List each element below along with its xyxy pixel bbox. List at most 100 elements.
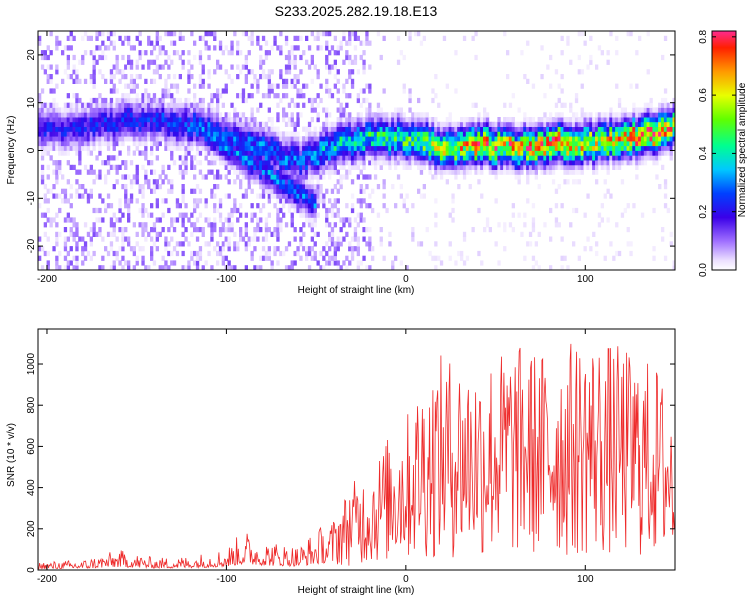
spectrogram-cell [161,179,165,185]
spectrogram-cell [264,188,269,194]
spectrogram-cell [43,136,47,142]
spectrogram-cell [672,265,675,270]
spectrogram-cell [135,93,139,99]
spectrogram-cell [474,126,478,132]
spectrogram-cell [43,145,47,151]
spectrogram-cell [40,117,45,123]
spectrogram-cell [164,198,168,204]
spectrogram-cell [86,145,91,151]
spectrogram-cell [198,74,203,80]
spectrogram-cell [290,193,294,199]
spectrogram-cell [118,207,122,214]
spectrogram-cell [396,112,401,118]
spectrogram-cell [655,126,659,132]
spectrogram-cell [396,155,401,161]
spectrogram-cell [471,121,475,127]
spectrogram-cell [161,131,165,137]
spectrogram-cell [264,250,269,257]
spectrogram-cell [201,121,205,127]
spectrogram-cell [127,150,131,156]
spectrogram-cell [626,227,630,233]
spectrogram-cell [273,179,277,185]
spectrogram-cell [655,117,659,123]
spectrogram-cell [181,169,185,175]
spectrogram-cell [144,150,148,156]
spectrogram-cell [270,83,274,89]
spectrogram-cell [106,121,111,127]
spectrogram-cell [580,117,584,123]
spectrogram-cell [554,160,559,166]
spectrogram-cell [89,74,93,80]
spectrogram-cell [106,145,111,151]
spectrogram-cell [669,107,673,113]
spectrogram-cell [348,155,352,161]
spectrogram-cell [620,107,625,113]
spectrogram-cell [417,126,421,132]
spectrogram-cell [537,117,541,123]
spectrogram-cell [261,126,266,132]
spectrogram-cell [350,160,355,166]
spectrogram-cell [419,131,424,137]
spectrogram-cell [483,155,487,161]
spectrogram-cell [135,169,139,175]
spectrogram-cell [267,255,271,261]
spectrogram-cell [316,45,320,51]
spectrogram-cell [227,121,231,127]
spectrogram-cell [669,145,673,151]
spectrogram-cell [261,35,266,41]
spectrogram-cell [316,179,320,185]
spectrogram-cell [115,102,119,108]
spectrogram-cell [348,150,352,156]
spectrogram-cell [448,131,452,137]
spectrogram-cell [284,54,289,61]
spectrogram-cell [115,117,119,123]
spectrogram-cell [661,54,665,61]
spectrogram-cell [293,126,297,132]
spectrogram-cell [396,59,401,65]
spectrogram-cell [247,131,251,137]
spectrogram-cell [259,207,263,214]
spectrogram-cell [574,179,579,185]
spectrogram-cell [40,169,45,175]
spectrogram-cell [396,160,401,166]
spectrogram-cell [132,250,136,257]
spectrogram-cell [230,140,234,147]
spectrogram-cell [319,150,323,156]
spectrogram-cell [230,40,234,46]
spectrogram-cell [49,140,53,147]
spectrogram-cell [161,97,165,104]
spectrogram-cell [411,117,415,123]
spectrogram-cell [253,160,257,166]
spectrogram-cell [150,236,154,242]
spectrogram-cell [144,236,148,242]
spectrogram-cell [368,160,372,166]
spectrogram-cell [546,160,550,166]
spectrogram-cell [167,227,171,233]
spectrogram-cell [356,126,360,132]
spectrogram-cell [155,136,159,142]
spectrogram-cell [72,236,76,242]
spectrogram-cell [638,155,642,161]
spectrogram-cell [95,102,99,108]
spectrogram-cell [572,207,576,214]
spectrogram-cell [43,222,47,228]
spectrogram-cell [127,265,131,270]
spectrogram-cell [204,155,208,161]
spectrogram-cell [396,174,401,180]
spectrogram-cell [106,231,111,237]
spectrogram-cell [267,145,271,151]
spectrogram-cell [181,231,185,237]
spectrogram-cell [629,117,633,123]
spectrogram-cell [652,140,656,147]
spectrogram-cell [305,184,309,190]
spectrogram-cell [339,112,343,118]
spectrogram-cell [147,112,151,118]
spectrogram-cell [503,126,507,132]
spectrogram-cell [181,50,185,56]
spectrogram-cell [115,169,119,175]
spectrogram-cell [431,97,435,104]
spectrogram-cell [78,59,82,65]
spectrogram-cell [566,126,570,132]
spectrogram-cell [207,150,211,156]
spectrogram-cell [474,164,478,170]
